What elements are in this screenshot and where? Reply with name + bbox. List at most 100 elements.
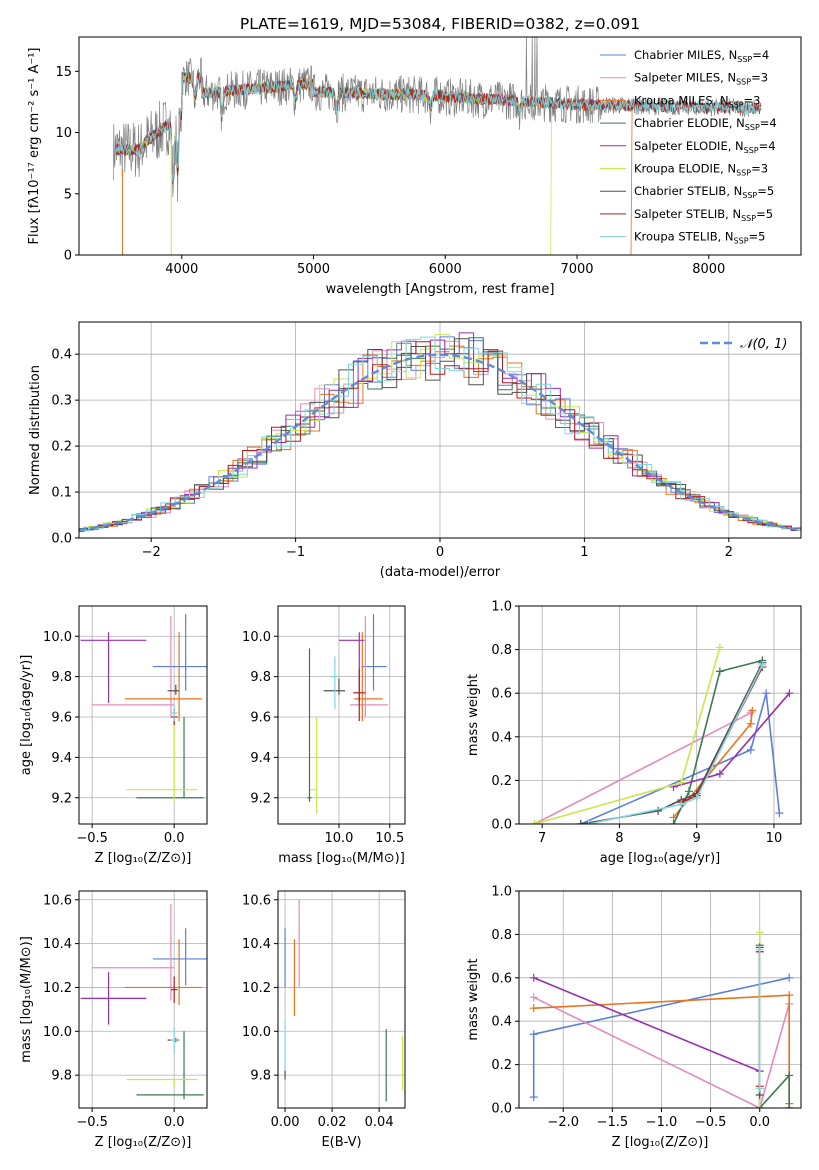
y-axis-label: Flux [fλ10⁻¹⁷ erg cm⁻² s⁻¹ A⁻¹] (27, 48, 42, 245)
legend-label-text: Salpeter MILES, N (634, 71, 736, 85)
errorbar-point (307, 648, 312, 802)
mass-weight-marker (785, 991, 794, 1000)
panel-mass-age: 10.0 10.5 9.2 9.4 9.6 9.8 10.0 mass [log₁₀(M/M⊙… (242, 605, 406, 866)
y-tick-label: 0.8 (491, 643, 512, 658)
y-tick-label: 0.4 (491, 1015, 512, 1030)
x-tick-label: 5000 (297, 262, 330, 277)
x-axis-label: age [log₁₀(age/yr)] (600, 851, 721, 866)
y-tick-label: 9.8 (51, 1069, 72, 1084)
x-axis-label: wavelength [Angstrom, rest frame] (326, 282, 555, 297)
errorbar-point (136, 717, 204, 799)
x-tick-label: −0.5 (695, 1115, 727, 1130)
y-tick-label: 9.2 (51, 791, 72, 806)
y-tick-label: 9.6 (51, 711, 72, 726)
x-tick-label: −1 (286, 545, 305, 560)
mass-weight-marker (715, 643, 724, 652)
y-tick-label: 10.0 (43, 1025, 72, 1040)
legend-label-suffix: =4 (760, 116, 777, 130)
x-tick-label: 2 (725, 545, 733, 560)
mass-weight-marker (748, 706, 757, 715)
x-axis-label: Z [log₁₀(Z/Z⊙)] (95, 1135, 192, 1150)
mass-weight-marker (684, 787, 693, 796)
errorbar-point (310, 717, 318, 814)
mass-weight-marker (530, 820, 539, 824)
mass-weight-marker (692, 793, 701, 802)
errorbar-point (126, 1078, 198, 1089)
gaussian-curve (79, 353, 801, 532)
y-tick-label: 10.2 (43, 981, 72, 996)
legend-label: Kroupa MILES, NSSP=3 (634, 93, 760, 109)
x-tick-label: −2.0 (547, 1115, 579, 1130)
legend-label-text: Kroupa STELIB, N (634, 230, 734, 244)
legend-label-suffix: =3 (751, 162, 768, 176)
errorbar-point (330, 656, 337, 709)
mass-weight-marker (746, 708, 755, 717)
y-tick-label: 10.0 (242, 1025, 271, 1040)
x-tick-label: −0.5 (76, 831, 108, 846)
x-tick-label: 0.02 (318, 1115, 347, 1130)
errorbar-point (170, 976, 178, 1003)
x-axis-label: Z [log₁₀(Z/Z⊙)] (612, 1135, 709, 1150)
mass-weight-marker (755, 1084, 764, 1093)
y-tick-label: 0.2 (51, 440, 72, 455)
legend-label-suffix: =5 (757, 184, 774, 198)
errorbar-point (92, 904, 175, 1001)
panel-z-massweight: −2.0 −1.5 −1.0 −0.5 0.0 0.0 0.2 0.4 0.6 0.8 1.0 Z [… (466, 885, 802, 1150)
plot-area (79, 332, 801, 533)
errorbar-point (353, 668, 366, 722)
y-tick-label: 10.0 (242, 630, 271, 645)
y-tick-label: 0.4 (51, 348, 72, 363)
plot-area (80, 904, 207, 1100)
y-tick-label: 15 (55, 65, 72, 80)
x-tick-label: 10.0 (324, 831, 353, 846)
errorbar-point (126, 708, 198, 802)
y-tick-label: 9.4 (250, 751, 271, 766)
residual-histogram-8 (79, 336, 801, 532)
y-tick-label: 0.1 (51, 486, 72, 501)
y-tick-label: 9.6 (250, 711, 271, 726)
plot-area (80, 614, 207, 802)
legend-label-sub: SSP (745, 123, 760, 132)
x-tick-label: 0 (436, 545, 444, 560)
mass-weight-marker (746, 745, 755, 754)
mass-weight-marker (584, 820, 593, 824)
mass-weight-line-1 (534, 712, 752, 824)
legend-label-text: Chabrier STELIB, N (634, 184, 742, 198)
axes-frame (277, 605, 406, 825)
x-tick-label: 10.5 (375, 831, 404, 846)
panel-age-massweight: 7 8 9 10 0.0 0.2 0.4 0.6 0.8 1.0 age [log₁₀(age/yr… (466, 600, 802, 866)
mass-weight-marker (529, 973, 538, 982)
plot-area (529, 928, 794, 1108)
x-tick-label: 0.0 (164, 831, 185, 846)
axes-frame (78, 36, 802, 256)
errorbar-point (80, 972, 147, 1025)
errorbar-point (92, 616, 175, 718)
legend-label: Salpeter STELIB, NSSP=5 (634, 207, 773, 223)
y-axis-label: mass [log₁₀(M/M⊙)] (19, 936, 34, 1063)
mass-weight-marker (762, 689, 771, 698)
mass-weight-line-4 (533, 977, 761, 1108)
y-axis-label: age [log₁₀(age/yr)] (19, 655, 34, 776)
legend-label-text: Salpeter STELIB, N (634, 207, 741, 221)
errorbar-point (80, 632, 147, 703)
legend-label-sub: SSP (742, 191, 757, 200)
x-tick-label: 7000 (560, 262, 593, 277)
panel-z-mass: −0.5 0.0 9.8 10.0 10.2 10.4 10.6 Z [log₁₀(Z/Z⊙)… (19, 890, 208, 1150)
legend-label-sub: SSP (736, 78, 751, 87)
y-tick-label: 0.2 (491, 1058, 512, 1073)
errorbar-point (170, 1026, 178, 1054)
legend-label-sub: SSP (729, 100, 744, 109)
mass-weight-marker (758, 660, 767, 669)
x-tick-label: 6000 (429, 262, 462, 277)
y-tick-label: 10.2 (242, 981, 271, 996)
x-tick-label: 4000 (165, 262, 198, 277)
legend-label: Chabrier ELODIE, NSSP=4 (634, 116, 777, 132)
panel-residuals: 𝒩(0, 1) −2 −1 0 1 2 0.0 0.1 0.2 0.3 0.4 (data-model… (28, 321, 802, 580)
legend-label-sub: SSP (737, 55, 752, 64)
mass-weight-marker (746, 719, 755, 728)
axes-frame (78, 605, 208, 825)
plot-area (530, 643, 794, 824)
legend-label: Salpeter ELODIE, NSSP=4 (634, 139, 776, 155)
x-tick-label: −1.0 (646, 1115, 678, 1130)
